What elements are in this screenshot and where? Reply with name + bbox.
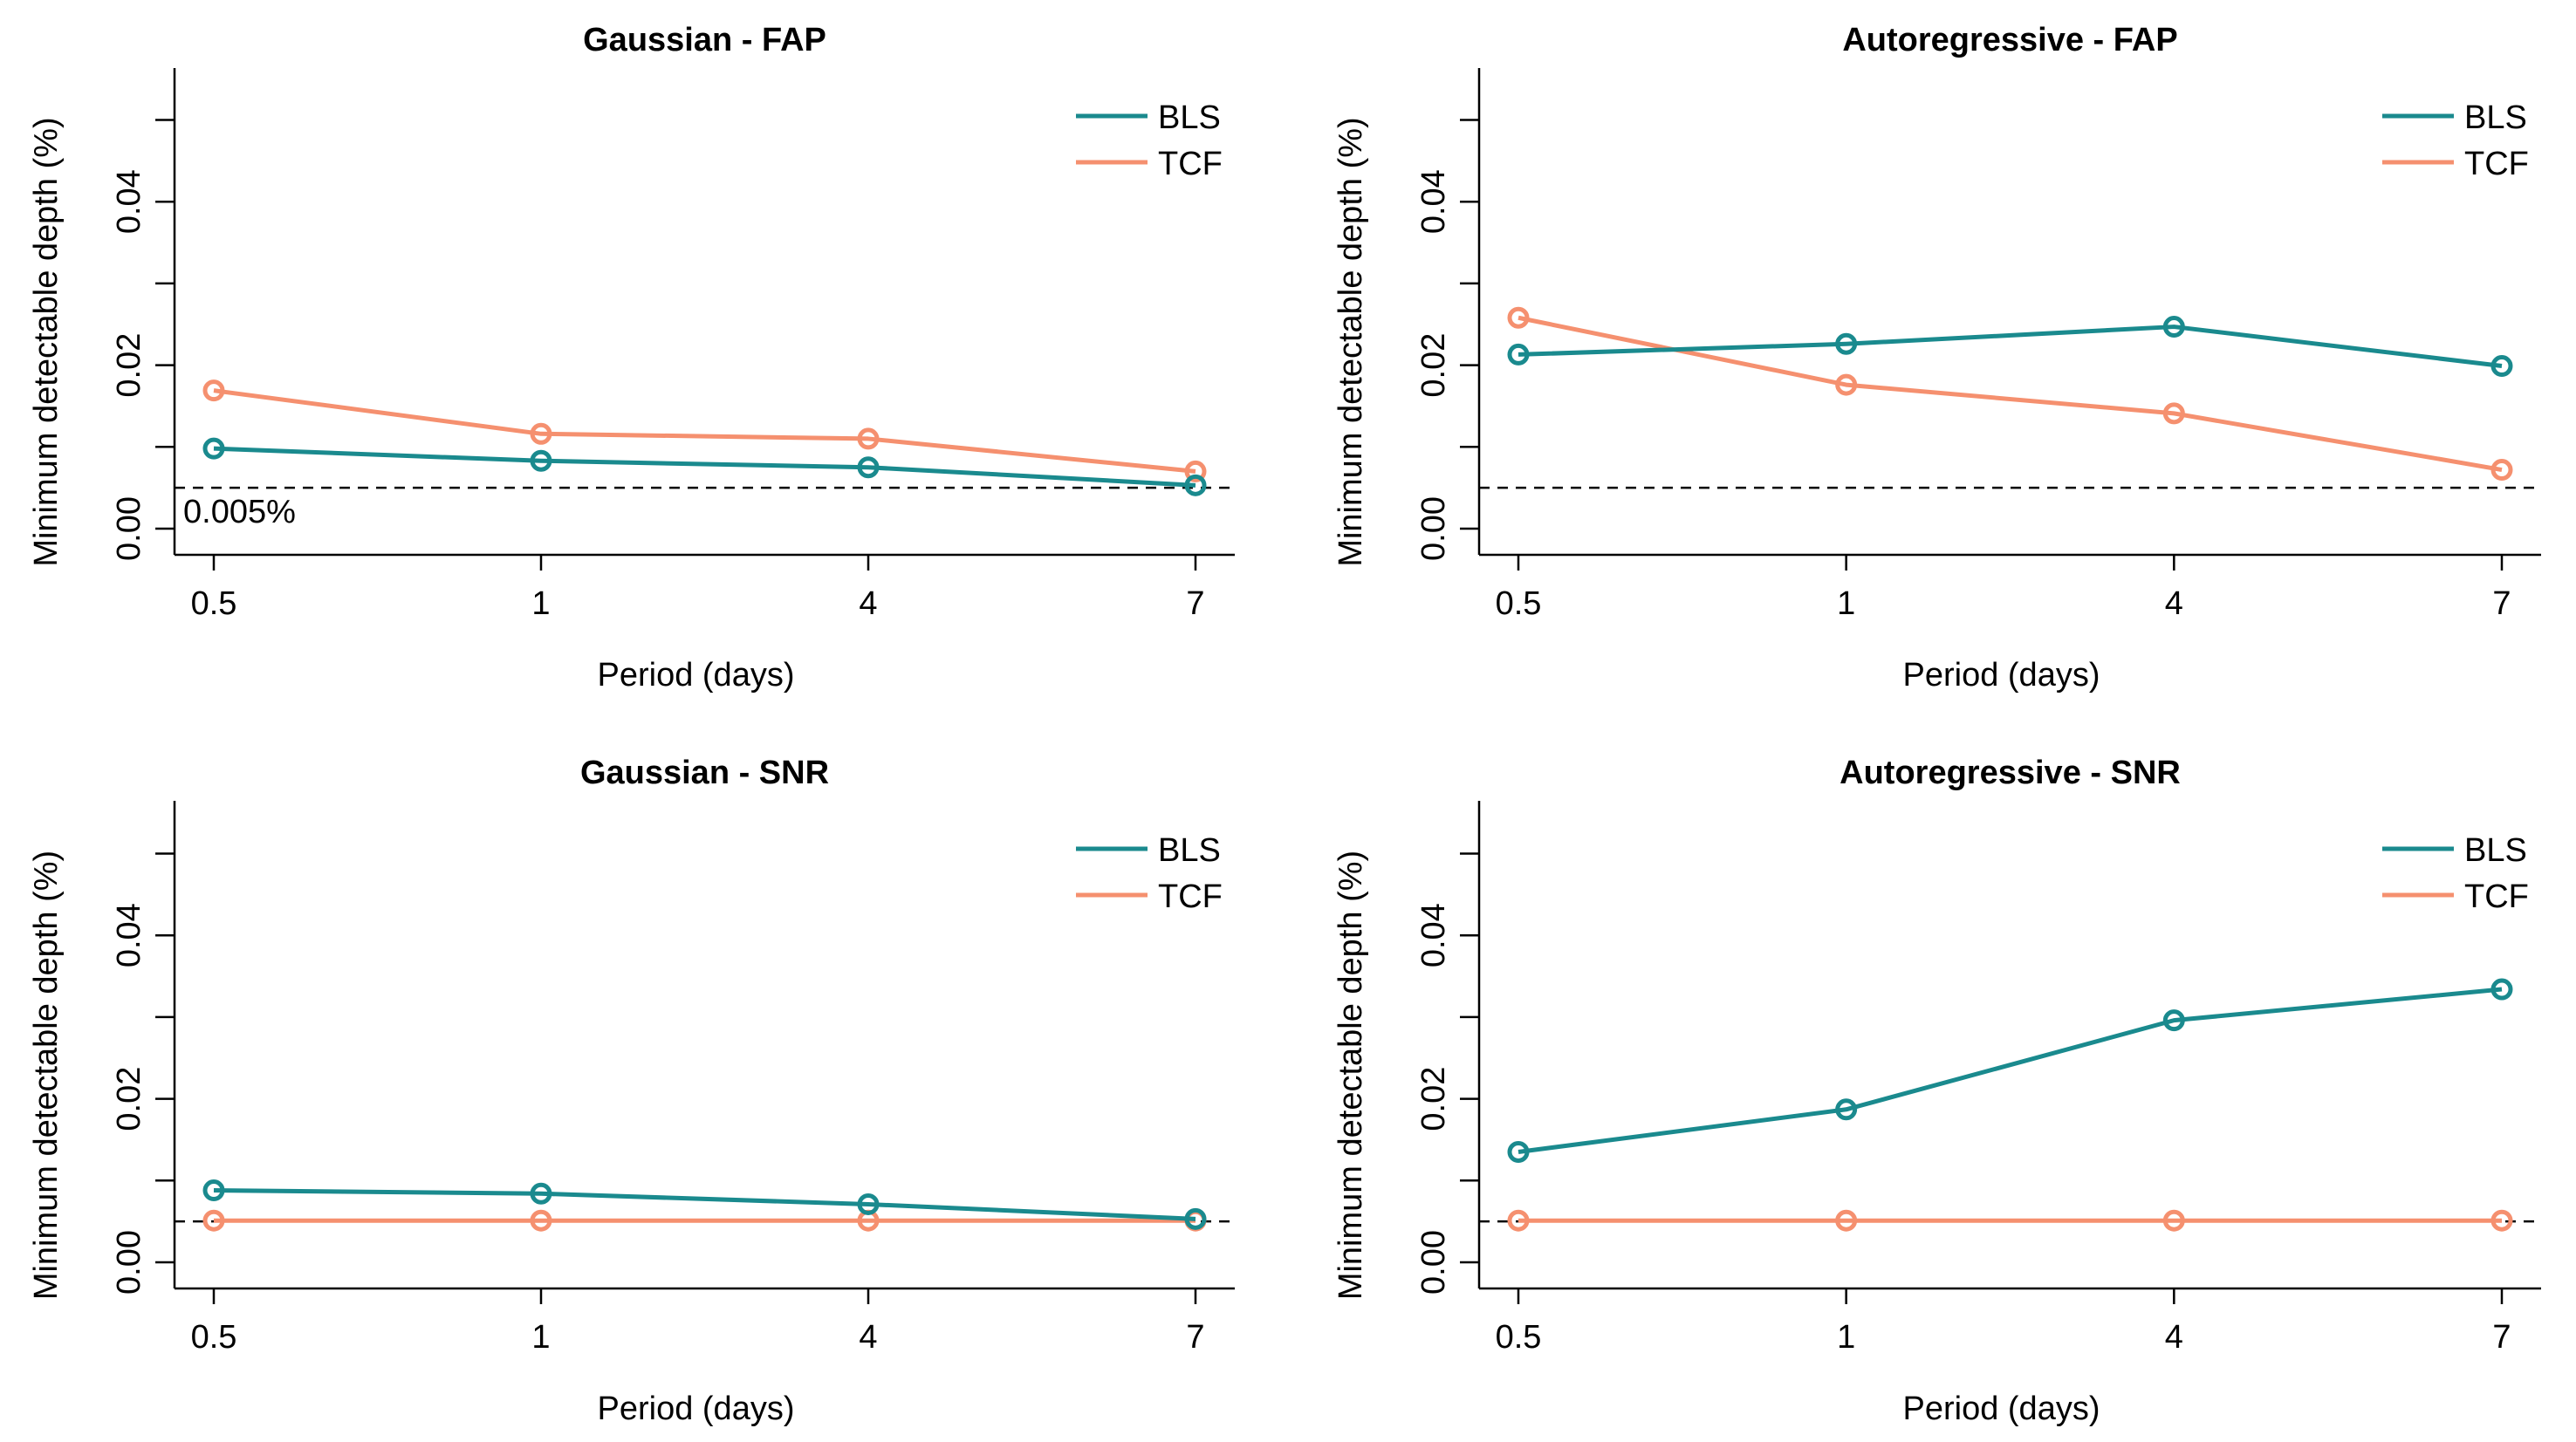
- data-point-bls: [202, 437, 225, 460]
- x-tick-label: 0.5: [1496, 585, 1542, 622]
- data-point-tcf: [2490, 459, 2513, 482]
- chart-title: Gaussian - SNR: [580, 755, 829, 791]
- legend-label-tcf: TCF: [2464, 878, 2529, 915]
- x-tick-label: 0.5: [1496, 1319, 1542, 1356]
- data-point-bls: [1835, 1098, 1858, 1121]
- x-tick-label: 7: [2492, 585, 2511, 622]
- chart-title: Gaussian - FAP: [583, 22, 826, 58]
- data-point-bls: [202, 1179, 225, 1202]
- series-line-bls: [213, 1188, 1196, 1221]
- data-point-tcf: [202, 379, 225, 402]
- legend-label-tcf: TCF: [1158, 878, 1223, 915]
- y-tick-label: 0.04: [111, 903, 147, 967]
- x-tick-label: 4: [859, 1319, 877, 1356]
- data-point-bls: [2490, 355, 2513, 378]
- y-tick-label: 0.02: [111, 1067, 147, 1131]
- data-point-tcf: [857, 427, 880, 450]
- legend-label-bls: BLS: [1158, 99, 1221, 136]
- data-point-bls: [530, 1182, 552, 1205]
- x-tick-label: 4: [859, 585, 877, 622]
- x-tick-label: 1: [1837, 585, 1855, 622]
- x-tick-label: 0.5: [191, 1319, 237, 1356]
- legend-label-bls: BLS: [2464, 99, 2527, 136]
- data-point-tcf: [2162, 1209, 2185, 1232]
- chart-panel-2: Autoregressive - FAP 0.00 0.02 0.04 Minimum …: [1333, 22, 2541, 694]
- y-tick-label: 0.00: [111, 496, 147, 561]
- legend-label-bls: BLS: [1158, 832, 1221, 869]
- data-point-bls: [857, 1193, 880, 1215]
- y-tick-label: 0.04: [1415, 169, 1452, 234]
- data-point-bls: [1507, 343, 1530, 366]
- data-point-bls: [2490, 978, 2513, 1001]
- x-tick-label: 1: [1837, 1319, 1855, 1356]
- data-point-tcf: [1835, 1209, 1858, 1232]
- y-tick-label: 0.04: [1415, 903, 1452, 967]
- y-axis-label: Minimum detectable depth (%): [1333, 851, 1369, 1300]
- data-point-tcf: [1184, 460, 1207, 482]
- x-tick-label: 1: [531, 585, 550, 622]
- data-point-tcf: [530, 422, 552, 445]
- data-point-bls: [2162, 316, 2185, 338]
- data-point-bls: [2162, 1009, 2185, 1032]
- chart-title: Autoregressive - FAP: [1842, 22, 2177, 58]
- data-point-tcf: [202, 1209, 225, 1232]
- chart-panel-4: Autoregressive - SNR 0.00 0.02 0.04 Minimum …: [1333, 755, 2541, 1427]
- x-tick-label: 7: [1186, 585, 1204, 622]
- chart-title: Autoregressive - SNR: [1840, 755, 2181, 791]
- data-point-bls: [857, 456, 880, 479]
- data-point-bls: [1507, 1141, 1530, 1164]
- y-axis-label: Minimum detectable depth (%): [1333, 117, 1369, 566]
- chart-panel-3: Gaussian - SNR 0.00 0.02 0.04 Minimum detect…: [28, 755, 1235, 1427]
- series-line-tcf: [213, 388, 1196, 474]
- y-axis-label: Minimum detectable depth (%): [28, 851, 65, 1300]
- series-line-bls: [1518, 987, 2503, 1154]
- x-axis-label: Period (days): [1903, 1391, 2100, 1427]
- x-tick-label: 7: [1186, 1319, 1204, 1356]
- data-point-bls: [1184, 474, 1207, 496]
- x-tick-label: 4: [2165, 1319, 2183, 1356]
- data-point-tcf: [2490, 1209, 2513, 1232]
- y-tick-label: 0.00: [1415, 1230, 1452, 1295]
- data-point-tcf: [1835, 373, 1858, 396]
- data-point-bls: [1184, 1207, 1207, 1230]
- data-point-tcf: [2162, 402, 2185, 425]
- data-point-bls: [530, 449, 552, 472]
- series-line-tcf: [1518, 315, 2503, 472]
- x-tick-label: 4: [2165, 585, 2183, 622]
- x-tick-label: 0.5: [191, 585, 237, 622]
- x-tick-label: 1: [531, 1319, 550, 1356]
- y-tick-label: 0.02: [111, 333, 147, 398]
- data-point-tcf: [530, 1209, 552, 1232]
- x-axis-label: Period (days): [1903, 657, 2100, 694]
- y-tick-label: 0.04: [111, 169, 147, 234]
- data-point-bls: [1835, 332, 1858, 355]
- chart-panel-1: Gaussian - FAP 0.00 0.02 0.04 Minimum detect…: [28, 22, 1235, 694]
- x-axis-label: Period (days): [598, 1391, 795, 1427]
- y-axis-label: Minimum detectable depth (%): [28, 117, 65, 566]
- legend-label-bls: BLS: [2464, 832, 2527, 869]
- x-axis-label: Period (days): [598, 657, 795, 694]
- y-tick-label: 0.00: [111, 1230, 147, 1295]
- reference-line-label: 0.005%: [183, 494, 296, 530]
- y-tick-label: 0.00: [1415, 496, 1452, 561]
- data-point-tcf: [1507, 1209, 1530, 1232]
- y-tick-label: 0.02: [1415, 333, 1452, 398]
- legend-label-tcf: TCF: [2464, 146, 2529, 182]
- series-line-bls: [1518, 325, 2503, 369]
- x-tick-label: 7: [2492, 1319, 2511, 1356]
- data-point-tcf: [1507, 306, 1530, 329]
- y-tick-label: 0.02: [1415, 1067, 1452, 1131]
- legend-label-tcf: TCF: [1158, 146, 1223, 182]
- series-line-bls: [213, 446, 1196, 488]
